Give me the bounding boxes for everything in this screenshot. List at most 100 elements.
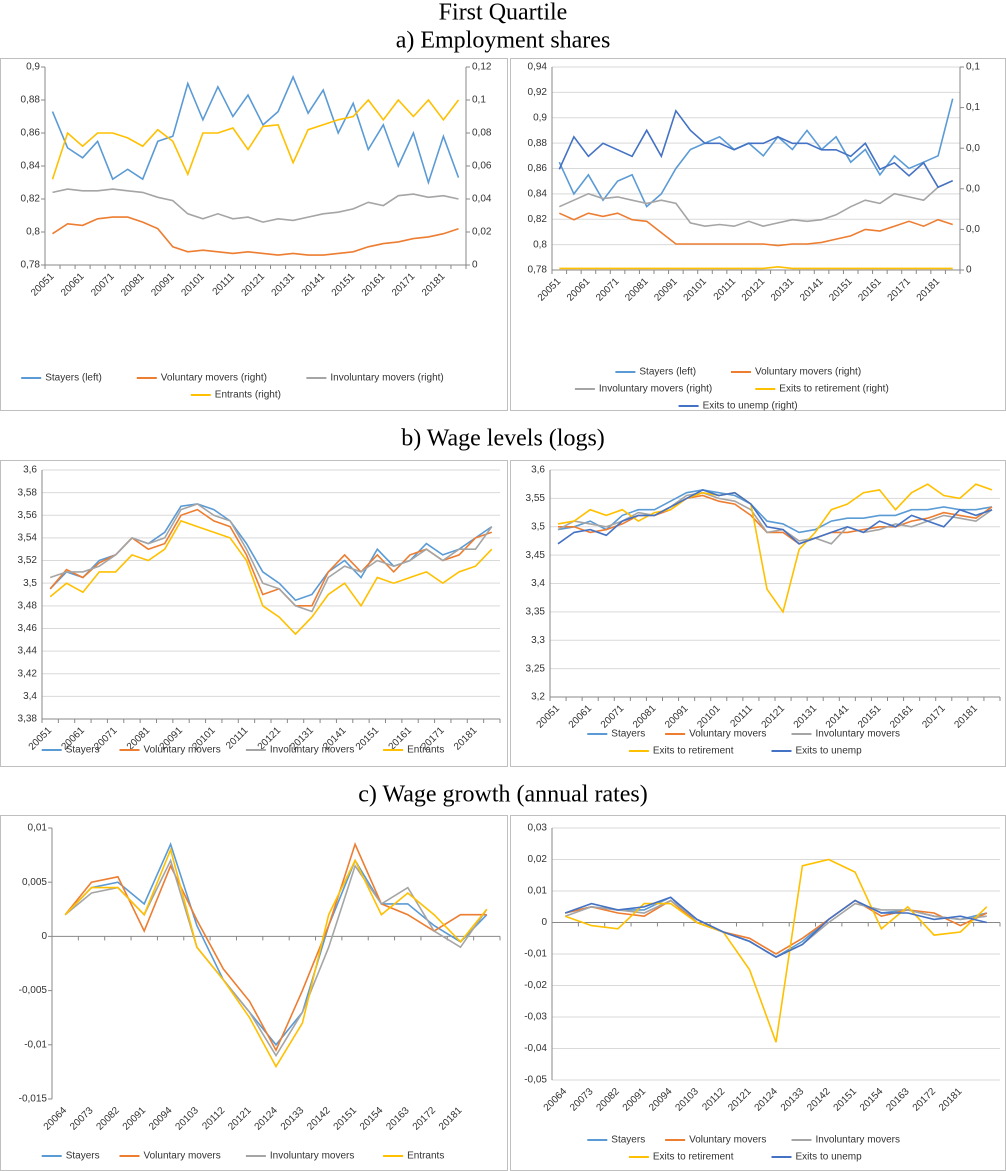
- x-tick-label: 20172: [911, 1086, 939, 1114]
- legend-label: Exits to unemp (right): [703, 401, 798, 412]
- series-line: [64, 842, 488, 1047]
- x-tick-label: 20131: [769, 276, 797, 304]
- y-tick-label: 3,52: [18, 555, 38, 566]
- y-tick-label: -0,015: [19, 1094, 48, 1105]
- x-tick-label: 20161: [888, 703, 916, 731]
- x-tick-label: 20172: [411, 1105, 439, 1133]
- x-tick-label: 20081: [631, 703, 659, 731]
- legend-label: Voluntary movers: [144, 1151, 221, 1162]
- x-tick-label: 20161: [360, 271, 388, 299]
- x-tick-label: 20121: [740, 276, 768, 304]
- x-tick-label: 20091: [652, 276, 680, 304]
- legend-label: Stayers: [66, 745, 100, 756]
- legend-label: Stayers (left): [639, 367, 696, 378]
- x-tick-label: 20073: [568, 1086, 596, 1114]
- x-tick-label: 20141: [300, 271, 328, 299]
- y-tick-label: 0,8: [533, 239, 547, 250]
- legend-label: Exits to retirement (right): [779, 384, 888, 395]
- x-tick-label: 20094: [147, 1105, 175, 1133]
- x-tick-label: 20121: [760, 703, 788, 731]
- series-line: [557, 483, 993, 614]
- series-line: [49, 519, 493, 636]
- y-tick-label: 0,84: [528, 189, 548, 200]
- series-line: [565, 899, 988, 955]
- y2-tick-label: 0,06: [472, 161, 492, 172]
- legend-label: Exits to unemp: [796, 746, 863, 757]
- legend-label: Entrants (right): [215, 390, 281, 401]
- series-line: [558, 98, 954, 208]
- legend-label: Voluntary movers: [144, 745, 221, 756]
- x-tick-label: 20061: [59, 271, 87, 299]
- y-tick-label: -0,04: [524, 1043, 547, 1054]
- x-tick-label: 20071: [594, 276, 622, 304]
- legend-label: Exits to retirement: [653, 1152, 734, 1163]
- y-tick-label: 3,58: [18, 487, 38, 498]
- y-tick-label: 0,88: [528, 138, 548, 149]
- y-tick-label: 3,2: [531, 692, 545, 703]
- y-tick-label: 3,4: [23, 691, 37, 702]
- x-tick-label: 20101: [695, 703, 723, 731]
- x-tick-label: 20091: [621, 1086, 649, 1114]
- legend-label: Involuntary movers: [270, 745, 354, 756]
- x-tick-label: 20181: [937, 1086, 965, 1114]
- y2-tick-label: 0,1: [472, 95, 486, 106]
- x-tick-label: 20091: [121, 1105, 149, 1133]
- x-tick-label: 20151: [332, 1105, 360, 1133]
- x-tick-label: 20081: [119, 271, 147, 299]
- x-tick-label: 20151: [330, 271, 358, 299]
- y-tick-label: 0,82: [21, 194, 41, 205]
- x-tick-label: 20154: [858, 1086, 886, 1114]
- y-tick-label: 3,38: [18, 714, 38, 725]
- x-tick-label: 20171: [920, 703, 948, 731]
- y2-tick-label: 0,02: [472, 227, 492, 238]
- y-tick-label: 3,3: [531, 635, 545, 646]
- x-tick-label: 20112: [200, 1105, 227, 1132]
- y-tick-label: -0,005: [19, 985, 48, 996]
- x-tick-label: 20141: [824, 703, 852, 731]
- x-tick-label: 20103: [673, 1086, 701, 1114]
- y-tick-label: 3,45: [526, 550, 546, 561]
- x-tick-label: 20111: [224, 725, 251, 752]
- x-tick-label: 20163: [384, 1105, 412, 1133]
- x-tick-label: 20051: [535, 703, 563, 731]
- x-tick-label: 20071: [89, 271, 117, 299]
- legend-label: Involuntary movers: [270, 1151, 354, 1162]
- x-tick-label: 20124: [753, 1086, 781, 1114]
- legend-label: Voluntary movers (right): [755, 367, 861, 378]
- y-tick-label: 0,9: [26, 62, 40, 73]
- x-tick-label: 20141: [798, 276, 826, 304]
- x-tick-label: 20121: [240, 271, 268, 299]
- series-line: [564, 896, 987, 959]
- legend-label: Involuntary movers: [816, 1135, 900, 1146]
- x-tick-label: 20121: [226, 1105, 254, 1133]
- y2-tick-label: 0,0: [966, 183, 980, 194]
- x-tick-label: 20181: [915, 276, 943, 304]
- x-tick-label: 20101: [682, 276, 710, 304]
- y-tick-label: 0,94: [528, 62, 548, 73]
- legend-label: Exits to unemp: [796, 1152, 863, 1163]
- section-title: b) Wage levels (logs): [401, 426, 605, 452]
- series-line: [49, 503, 493, 613]
- legend-label: Entrants: [407, 745, 444, 756]
- series-line: [565, 896, 987, 959]
- y-tick-label: 0,78: [528, 265, 548, 276]
- x-tick-label: 20142: [805, 1086, 833, 1114]
- x-tick-label: 20151: [827, 276, 855, 304]
- x-tick-label: 20061: [565, 276, 593, 304]
- series-line: [64, 842, 487, 1053]
- chart-frame: [510, 58, 1006, 411]
- x-tick-label: 20181: [452, 725, 480, 753]
- x-tick-label: 20091: [663, 703, 691, 731]
- y-tick-label: 3,42: [18, 668, 38, 679]
- legend-label: Involuntary movers: [816, 729, 900, 740]
- y2-tick-label: 0,08: [472, 128, 492, 139]
- y-tick-label: 0,02: [528, 854, 548, 865]
- x-tick-label: 20101: [179, 271, 207, 299]
- x-tick-label: 20091: [149, 271, 177, 299]
- x-tick-label: 20133: [779, 1086, 807, 1114]
- legend-label: Involuntary movers (right): [330, 373, 443, 384]
- y-tick-label: 3,35: [526, 607, 546, 618]
- series-line: [51, 74, 460, 186]
- y-tick-label: 0: [541, 917, 547, 928]
